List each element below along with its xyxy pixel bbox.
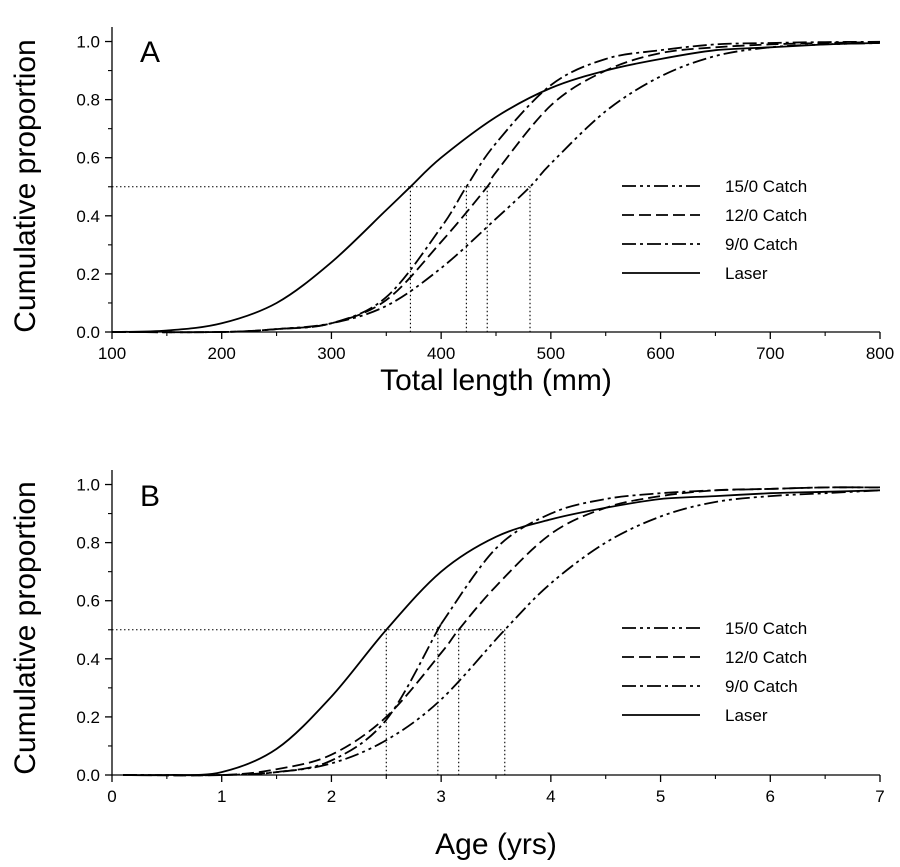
y-tick-label: 0.8 [76,534,100,553]
y-tick-label: 0.0 [76,323,100,342]
series-line-9-0-catch [122,486,881,777]
x-axis-title: Age (yrs) [435,828,557,861]
legend-label: 9/0 Catch [725,677,798,696]
x-tick-label: 6 [766,787,775,806]
legend-label: 15/0 Catch [725,619,807,638]
x-tick-label: 1 [217,787,226,806]
x-tick-label: 4 [546,787,555,806]
series-line-12-0-catch [122,486,881,777]
y-axis-title: Cumulative proportion [9,39,42,332]
x-tick-label: 5 [656,787,665,806]
panel-label: B [140,480,160,513]
series-line-9-0-catch [111,40,881,334]
x-axis-title: Total length (mm) [380,364,612,397]
x-tick-label: 0 [107,787,116,806]
series-line-laser [111,42,881,333]
y-tick-label: 0.4 [76,207,100,226]
y-tick-label: 0.0 [76,766,100,785]
x-tick-label: 200 [208,344,236,363]
series-line-laser [122,489,881,777]
legend-label: Laser [725,706,768,725]
y-tick-label: 0.8 [76,91,100,110]
x-tick-label: 400 [427,344,455,363]
y-tick-label: 0.6 [76,592,100,611]
x-tick-label: 700 [756,344,784,363]
panel-a: A Cumulative proportion Total length (mm… [9,27,894,397]
y-tick-label: 0.4 [76,650,100,669]
x-tick-label: 600 [646,344,674,363]
y-tick-label: 0.2 [76,265,100,284]
x-tick-label: 100 [98,344,126,363]
legend-label: 15/0 Catch [725,177,807,196]
panel-label: A [140,36,160,69]
x-tick-label: 300 [317,344,345,363]
y-tick-label: 1.0 [76,476,100,495]
series-line-12-0-catch [111,41,881,334]
y-tick-label: 1.0 [76,33,100,52]
x-tick-label: 500 [537,344,565,363]
legend-label: Laser [725,264,768,283]
legend-label: 12/0 Catch [725,206,807,225]
x-tick-label: 2 [327,787,336,806]
panel-b: B Cumulative proportion Age (yrs) 0.0 0.2… [9,470,885,861]
x-tick-label: 3 [436,787,445,806]
y-axis-title: Cumulative proportion [9,481,42,774]
y-tick-label: 0.6 [76,149,100,168]
legend-label: 9/0 Catch [725,235,798,254]
y-tick-label: 0.2 [76,708,100,727]
x-tick-label: 800 [866,344,894,363]
legend-label: 12/0 Catch [725,648,807,667]
x-tick-label: 7 [875,787,884,806]
